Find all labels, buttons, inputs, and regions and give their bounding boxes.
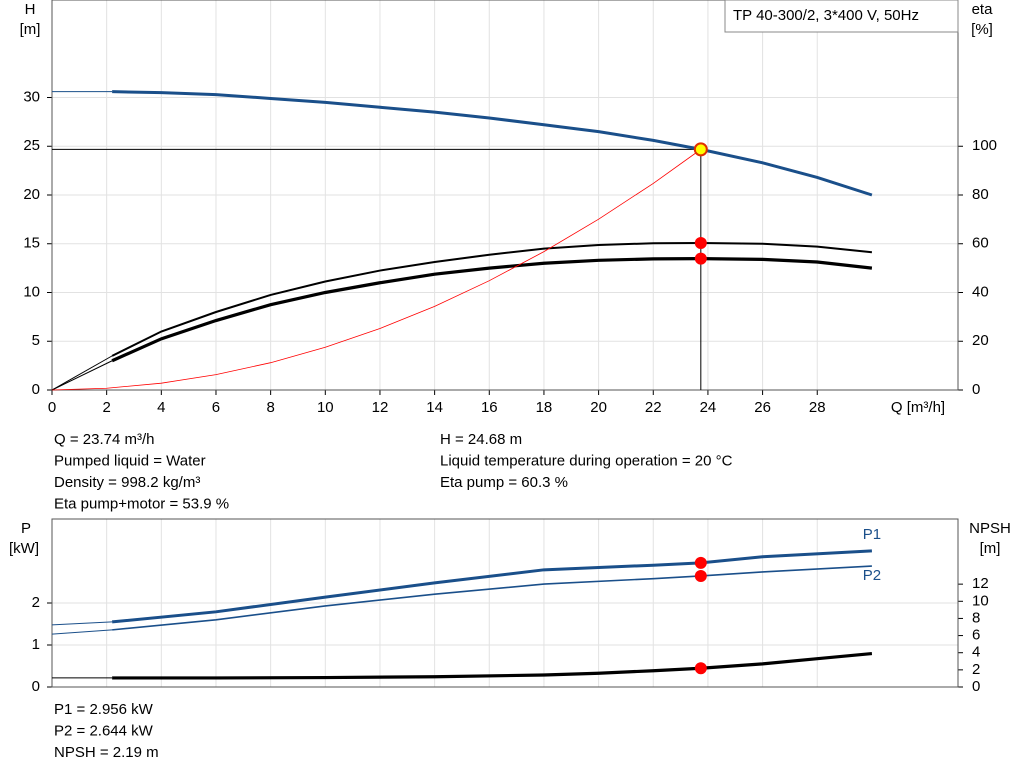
x-tick-label: 10 — [317, 399, 334, 416]
series-label: P2 — [863, 567, 881, 584]
y2-tick-label: 40 — [972, 283, 989, 300]
y2-tick-label: 8 — [972, 609, 980, 626]
y2-tick-label: 60 — [972, 235, 989, 252]
curve — [112, 651, 873, 680]
y2-tick-label: 10 — [972, 592, 989, 609]
y2-tick-label: 0 — [972, 678, 980, 695]
curve — [112, 90, 873, 197]
y-tick-label: 1 — [32, 636, 40, 653]
curve — [111, 257, 873, 363]
info-text: H = 24.68 m — [440, 431, 522, 448]
duty-point — [694, 662, 707, 675]
x-tick-label: 0 — [48, 399, 56, 416]
y2-tick-label: 100 — [972, 137, 997, 154]
title-box — [724, 0, 959, 33]
y-axis-unit: [m] — [20, 21, 41, 38]
info-text: Eta pump+motor = 53.9 % — [54, 495, 229, 512]
duty-point — [694, 569, 707, 582]
y-tick-label: 10 — [23, 283, 40, 300]
y-tick-label: 5 — [32, 332, 40, 349]
y-tick-label: 15 — [23, 235, 40, 252]
plot-frame — [51, 0, 959, 391]
info-text: Liquid temperature during operation = 20… — [440, 452, 733, 469]
info-text: P2 = 2.644 kW — [54, 722, 154, 739]
y2-tick-label: 20 — [972, 332, 989, 349]
x-tick-label: 26 — [754, 399, 771, 416]
y-axis-label: P — [21, 520, 31, 537]
x-tick-label: 2 — [102, 399, 110, 416]
info-text: NPSH = 2.19 m — [54, 744, 159, 761]
duty-point — [694, 556, 707, 569]
y2-axis-label: eta — [972, 1, 994, 18]
y-tick-label: 30 — [23, 88, 40, 105]
x-tick-label: 8 — [266, 399, 274, 416]
x-tick-label: 22 — [645, 399, 662, 416]
curve-extension — [51, 621, 113, 626]
y2-tick-label: 80 — [972, 186, 989, 203]
y-axis-unit: [kW] — [9, 540, 39, 557]
y-tick-label: 2 — [32, 594, 40, 611]
info-text: Pumped liquid = Water — [54, 452, 206, 469]
y-tick-label: 0 — [32, 381, 40, 398]
curve — [111, 549, 872, 624]
series-label: P1 — [863, 526, 881, 543]
curve-extension — [51, 355, 113, 391]
y2-tick-label: 4 — [972, 644, 980, 661]
y-tick-label: 20 — [23, 186, 40, 203]
y2-axis-unit: [%] — [971, 21, 993, 38]
y-tick-label: 25 — [23, 137, 40, 154]
x-axis-label: Q [m³/h] — [891, 399, 945, 416]
y2-tick-label: 12 — [972, 575, 989, 592]
info-text: Density = 998.2 kg/m³ — [54, 474, 200, 491]
duty-point — [694, 237, 707, 250]
y2-tick-label: 6 — [972, 627, 980, 644]
y2-tick-label: 2 — [972, 661, 980, 678]
y2-tick-label: 0 — [972, 381, 980, 398]
y2-axis-unit: [m] — [980, 540, 1001, 557]
curve — [112, 565, 872, 631]
info-text: Q = 23.74 m³/h — [54, 431, 154, 448]
x-tick-label: 24 — [700, 399, 717, 416]
curve-extension — [51, 629, 113, 635]
x-tick-label: 28 — [809, 399, 826, 416]
x-tick-label: 14 — [426, 399, 443, 416]
y-axis-label: H — [25, 1, 36, 18]
x-tick-label: 20 — [590, 399, 607, 416]
x-tick-label: 16 — [481, 399, 498, 416]
curve — [51, 149, 702, 391]
curve — [111, 242, 873, 357]
duty-point — [693, 142, 708, 157]
x-tick-label: 4 — [157, 399, 165, 416]
plot-frame — [51, 518, 959, 688]
y2-axis-label: NPSH — [969, 520, 1011, 537]
info-text: P1 = 2.956 kW — [54, 701, 154, 718]
info-text: Eta pump = 60.3 % — [440, 474, 568, 491]
chart-title: TP 40-300/2, 3*400 V, 50Hz — [733, 7, 919, 24]
duty-point — [694, 252, 707, 265]
x-tick-label: 18 — [536, 399, 553, 416]
x-tick-label: 12 — [372, 399, 389, 416]
y-tick-label: 0 — [32, 678, 40, 695]
curve-extension — [51, 360, 113, 391]
x-tick-label: 6 — [212, 399, 220, 416]
